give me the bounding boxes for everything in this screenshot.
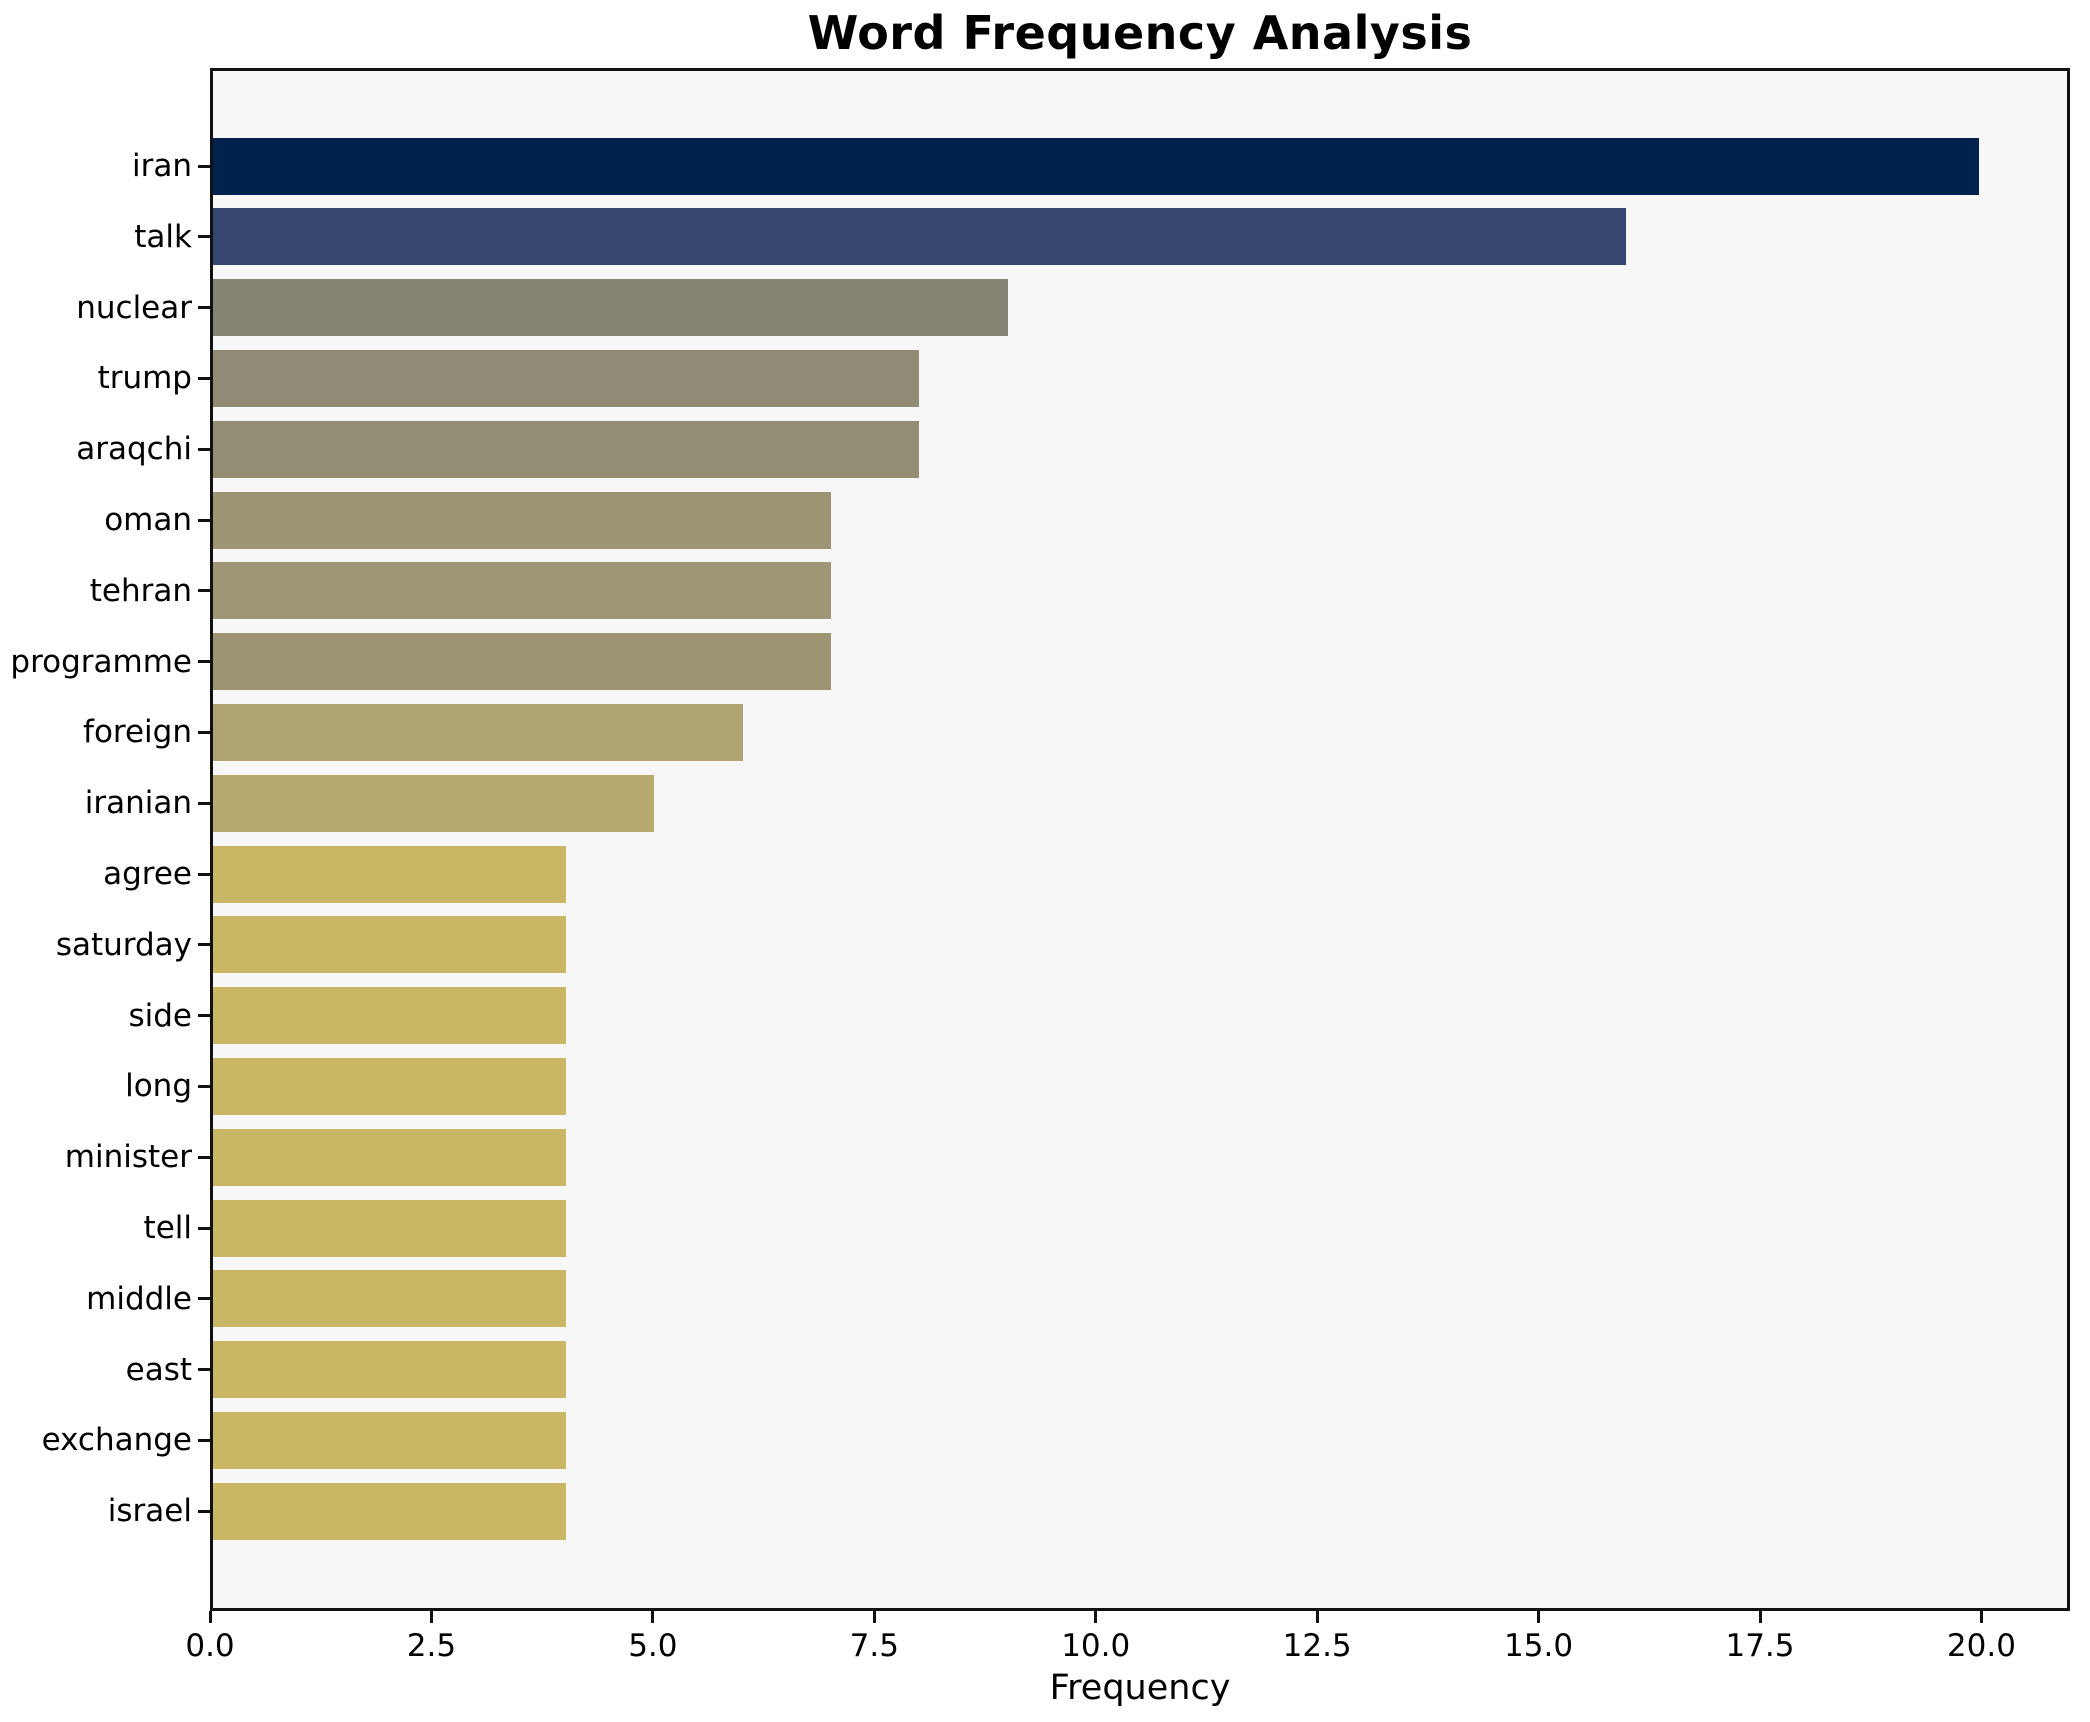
x-tick-mark	[208, 1611, 212, 1623]
bar-araqchi	[213, 420, 920, 478]
bar-foreign	[213, 703, 743, 761]
y-tick-mark	[198, 376, 210, 380]
bar-tell	[213, 1199, 567, 1257]
y-tick-label-middle: middle	[86, 1280, 192, 1317]
x-tick-mark	[1315, 1611, 1319, 1623]
x-tick-label-0.0: 0.0	[185, 1628, 235, 1664]
bar-agree	[213, 845, 567, 903]
y-tick-label-east: east	[125, 1351, 192, 1388]
x-tick-mark	[651, 1611, 655, 1623]
y-tick-mark	[198, 872, 210, 876]
bar-middle	[213, 1270, 567, 1328]
y-tick-label-tell: tell	[143, 1210, 192, 1246]
y-tick-label-minister: minister	[64, 1139, 192, 1176]
x-tick-mark	[1537, 1611, 1541, 1623]
x-tick-mark	[872, 1611, 876, 1623]
x-tick-label-12.5: 12.5	[1282, 1628, 1352, 1664]
y-tick-mark	[198, 1155, 210, 1159]
bar-oman	[213, 491, 831, 549]
x-tick-label-2.5: 2.5	[406, 1628, 457, 1664]
bar-saturday	[213, 916, 567, 974]
x-axis-title: Frequency	[1049, 1668, 1231, 1708]
bar-nuclear	[213, 279, 1008, 337]
bar-east	[213, 1341, 567, 1399]
y-tick-mark	[198, 801, 210, 805]
y-tick-mark	[198, 235, 210, 239]
y-tick-mark	[198, 589, 210, 593]
y-tick-label-exchange: exchange	[41, 1422, 192, 1459]
bar-israel	[213, 1482, 567, 1540]
y-tick-label-nuclear: nuclear	[76, 289, 192, 326]
bar-trump	[213, 349, 920, 407]
y-tick-label-agree: agree	[103, 856, 192, 892]
bar-iranian	[213, 774, 655, 832]
y-tick-mark	[198, 1509, 210, 1513]
bar-talk	[213, 208, 1626, 266]
bar-tehran	[213, 562, 831, 620]
y-tick-label-iranian: iranian	[84, 785, 192, 822]
x-tick-mark	[1758, 1611, 1762, 1623]
y-tick-mark	[198, 1226, 210, 1230]
y-tick-mark	[198, 1084, 210, 1088]
x-tick-mark	[1979, 1611, 1983, 1623]
y-tick-label-talk: talk	[134, 218, 192, 255]
x-tick-label-17.5: 17.5	[1725, 1628, 1795, 1664]
y-tick-label-programme: programme	[10, 643, 192, 680]
x-tick-mark	[1094, 1611, 1098, 1623]
plot-area	[210, 68, 2070, 1611]
y-tick-mark	[198, 1438, 210, 1442]
y-tick-label-tehran: tehran	[89, 572, 192, 609]
y-tick-label-saturday: saturday	[55, 926, 192, 963]
y-tick-mark	[198, 1014, 210, 1018]
y-tick-label-foreign: foreign	[83, 714, 192, 751]
y-tick-mark	[198, 1368, 210, 1372]
x-tick-mark	[429, 1611, 433, 1623]
y-tick-label-side: side	[128, 997, 192, 1034]
bar-long	[213, 1057, 567, 1115]
y-tick-mark	[198, 447, 210, 451]
x-tick-label-15.0: 15.0	[1504, 1628, 1574, 1664]
bar-iran	[213, 137, 1979, 195]
x-tick-label-10.0: 10.0	[1061, 1628, 1131, 1664]
chart-title: Word Frequency Analysis	[807, 6, 1473, 60]
x-tick-label-20.0: 20.0	[1946, 1628, 2016, 1664]
y-tick-mark	[198, 164, 210, 168]
x-tick-label-5.0: 5.0	[628, 1628, 678, 1664]
y-tick-mark	[198, 660, 210, 664]
bar-minister	[213, 1128, 567, 1186]
x-tick-label-7.5: 7.5	[849, 1628, 899, 1664]
bar-exchange	[213, 1411, 567, 1469]
y-tick-mark	[198, 943, 210, 947]
y-tick-label-araqchi: araqchi	[76, 431, 192, 468]
y-tick-label-trump: trump	[97, 360, 192, 397]
y-tick-label-long: long	[125, 1068, 192, 1105]
y-tick-label-iran: iran	[131, 148, 192, 184]
y-tick-mark	[198, 306, 210, 310]
bar-programme	[213, 633, 831, 691]
y-tick-mark	[198, 518, 210, 522]
y-tick-label-oman: oman	[104, 502, 192, 538]
y-tick-label-israel: israel	[107, 1493, 192, 1530]
y-tick-mark	[198, 1297, 210, 1301]
y-tick-mark	[198, 730, 210, 734]
bar-side	[213, 987, 567, 1045]
